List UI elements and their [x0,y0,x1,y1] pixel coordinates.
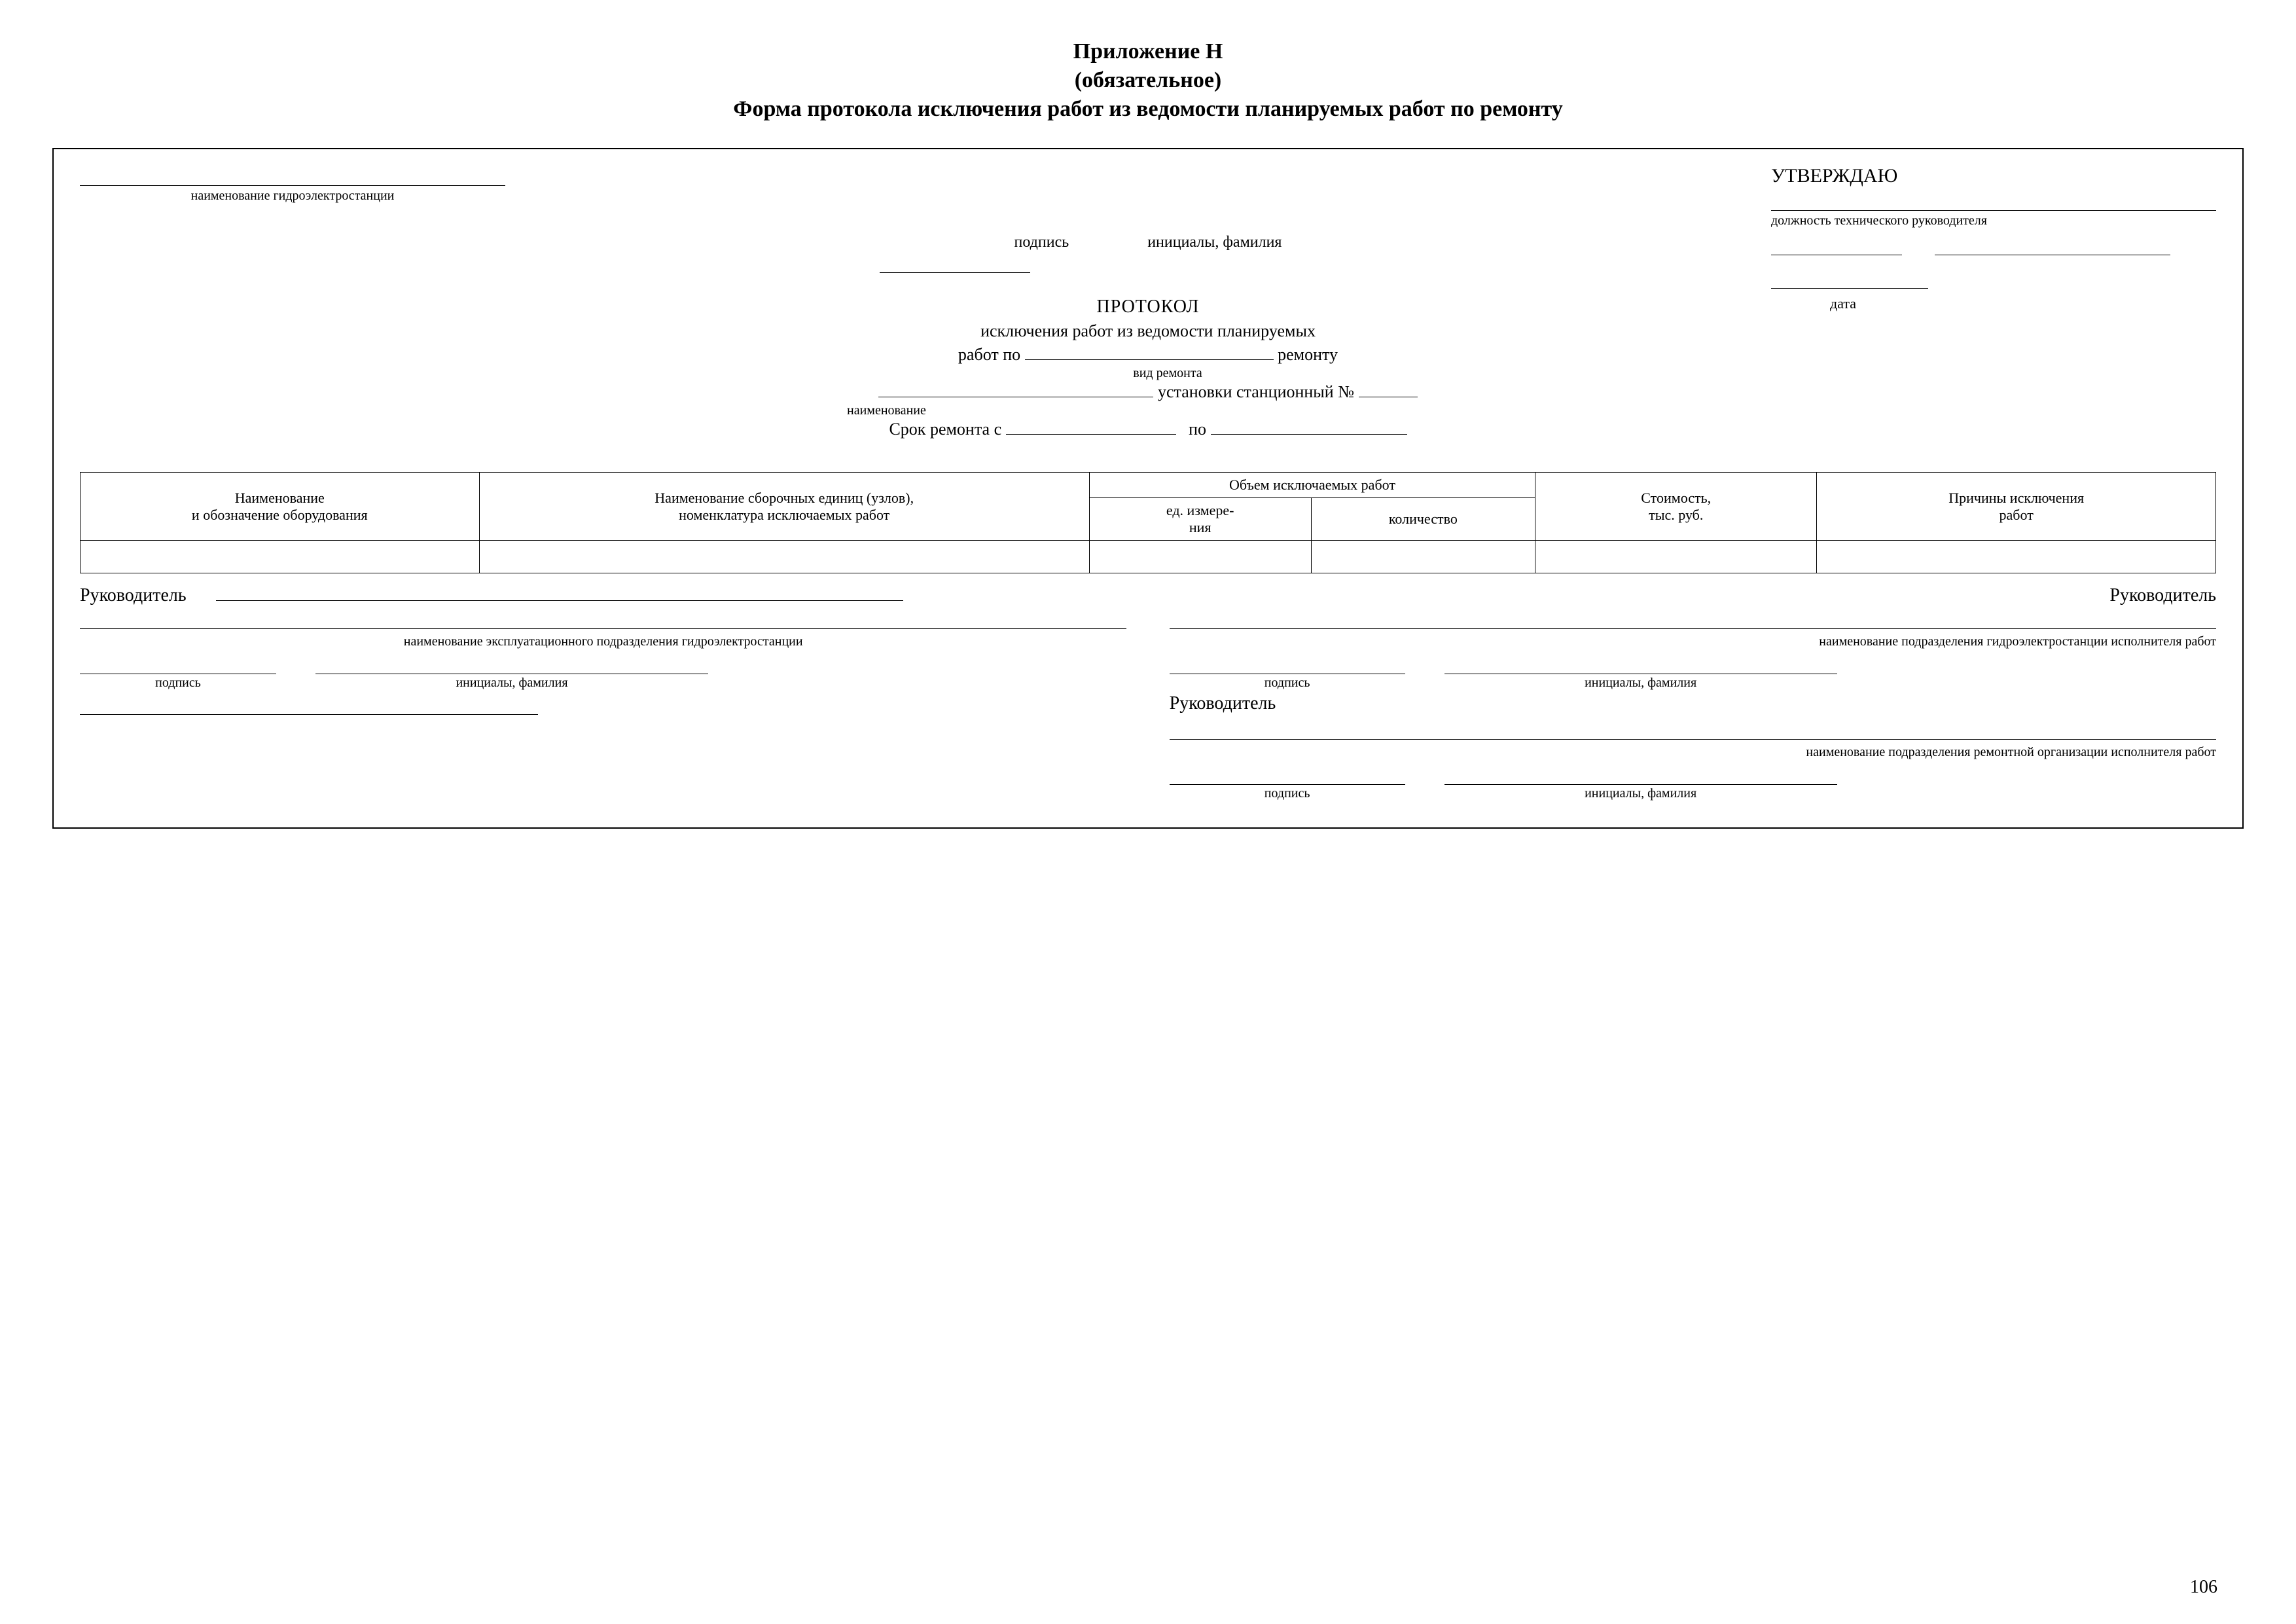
right-initials-line [1444,657,1837,674]
station-name-line [80,169,505,186]
leader-left-label: Руководитель [80,585,187,605]
right-initials-label: инициалы, фамилия [1444,676,1837,691]
bottom-signatures: Руководитель наименование эксплуатационн… [80,585,2216,801]
mid-signature-row: подпись инициалы, фамилия [788,234,1508,251]
table-row [81,541,2216,573]
col-cost: Стоимость, тыс. руб. [1535,473,1817,541]
dept-repair-line [1170,739,2216,740]
dept-left-line [80,628,1126,629]
exclusion-table: Наименование и обозначение оборудования … [80,472,2216,573]
repair-initials-line [1444,768,1837,785]
approve-position-label: должность технического руководителя [1771,213,2216,228]
mid-signature-line [880,272,1030,273]
protocol-line3-right: установки станционный № [1158,382,1354,401]
repair-sign-line [1170,768,1405,785]
leader-repair-label: Руководитель [1170,693,1276,713]
protocol-line2-right: ремонту [1278,345,1338,364]
col-reason: Причины исключения работ [1817,473,2216,541]
appendix-title: Приложение Н [52,39,2244,64]
dept-left-label: наименование эксплуатационного подраздел… [80,634,1126,649]
right-sign-label: подпись [1170,676,1405,691]
protocol-line2-left: работ по [958,345,1020,364]
left-initials-line [315,657,708,674]
left-sign-line [80,657,276,674]
page-header: Приложение Н (обязательное) Форма проток… [52,39,2244,122]
period-to-line [1211,434,1407,435]
dept-repair-label: наименование подразделения ремонтной орг… [1170,745,2216,760]
mandatory-label: (обязательное) [52,68,2244,93]
form-title: Форма протокола исключения работ из ведо… [52,97,2244,122]
mid-initials-label: инициалы, фамилия [1147,234,1282,251]
approve-position-line [1771,194,2216,211]
installation-name-note: наименование [847,403,1541,418]
repair-type-note: вид ремонта [795,366,1541,381]
dept-exec-line [1170,628,2216,629]
right-signature-block: Руководитель наименование подразделения … [1170,585,2216,801]
col-quantity: количество [1311,498,1535,541]
approve-date-label: дата [1830,295,2216,312]
approve-date-line [1771,288,1928,289]
repair-initials-label: инициалы, фамилия [1444,786,1837,801]
leader-left-line [216,600,903,601]
left-sign-label: подпись [80,676,276,691]
form-container: наименование гидроэлектростанции УТВЕРЖД… [52,148,2244,829]
repair-type-line [1025,359,1274,360]
dept-exec-label: наименование подразделения гидроэлектрос… [1170,634,2216,649]
col-volume: Объем исключаемых работ [1089,473,1535,498]
protocol-center-block: ПРОТОКОЛ исключения работ из ведомости п… [755,297,1541,439]
col-unit-measure: ед. измере- ния [1089,498,1311,541]
page-number: 106 [2190,1577,2217,1598]
repair-sign-label: подпись [1170,786,1405,801]
col-units: Наименование сборочных единиц (узлов), н… [479,473,1089,541]
station-block: наименование гидроэлектростанции [80,169,505,204]
left-initials-label: инициалы, фамилия [315,676,708,691]
period-label-left: Срок ремонта с [889,420,1001,439]
protocol-word: ПРОТОКОЛ [755,297,1541,317]
station-name-label: наименование гидроэлектростанции [80,189,505,204]
right-sign-line [1170,657,1405,674]
mid-signature-label: подпись [1014,234,1069,251]
period-label-mid: по [1189,420,1206,439]
left-extra-line [80,714,538,715]
left-signature-block: Руководитель наименование эксплуатационн… [80,585,1126,719]
approve-word: УТВЕРЖДАЮ [1771,165,2216,187]
col-equipment: Наименование и обозначение оборудования [81,473,480,541]
period-from-line [1006,434,1176,435]
approve-block: УТВЕРЖДАЮ должность технического руковод… [1771,165,2216,312]
protocol-line1: исключения работ из ведомости планируемы… [755,321,1541,341]
leader-right-label: Руководитель [2109,585,2216,605]
